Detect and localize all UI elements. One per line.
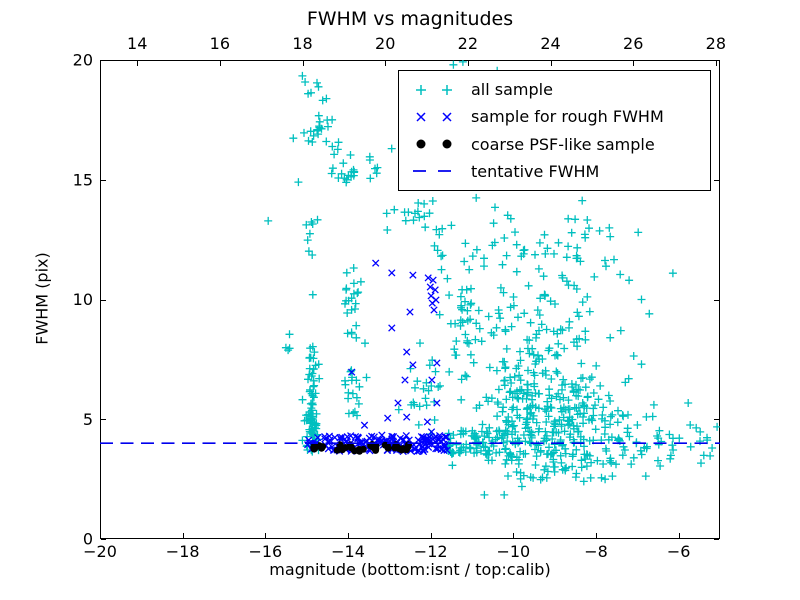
plot-title: FWHM vs magnitudes xyxy=(306,8,514,30)
coarse-psf-point xyxy=(392,441,400,449)
coarse-psf-point xyxy=(310,442,318,450)
legend-entry-coarse-psf-like-sample: coarse PSF-like sample xyxy=(407,131,710,157)
dash-icon xyxy=(413,170,451,173)
coarse-psf-point xyxy=(355,446,363,453)
tick-labels: −20 −18 −16 −14 −12 −10 −8 −6 14 16 18 20 22 24 26 28 0 5… xyxy=(73,34,726,561)
x-tick-label: −10 xyxy=(496,542,530,561)
coarse-psf-point xyxy=(372,445,380,453)
legend-entry-all-sample: all sample xyxy=(407,77,710,103)
x-axis-label: magnitude (bottom:isnt / top:calib) xyxy=(269,560,551,579)
dot-icon xyxy=(416,139,452,149)
legend: all sample sample for rough FWHM coarse PS… xyxy=(398,70,711,191)
y-tick-label: 0 xyxy=(83,530,93,549)
top-tick-label: 20 xyxy=(375,34,395,53)
coarse-psf-point xyxy=(333,446,341,454)
legend-label: tentative FWHM xyxy=(471,161,600,181)
legend-label: all sample xyxy=(471,80,553,100)
plot-area xyxy=(100,60,720,499)
x-tick-label: −16 xyxy=(248,542,282,561)
x-tick-label: −8 xyxy=(584,542,608,561)
cross-icon xyxy=(416,112,452,122)
legend-entry-tentative-fwhm: tentative FWHM xyxy=(407,158,710,184)
x-tick-label: −20 xyxy=(83,542,117,561)
tick-marks xyxy=(100,60,719,540)
rough-fwhm-markers xyxy=(304,259,451,456)
x-tick-label: −14 xyxy=(331,542,365,561)
top-tick-label: 14 xyxy=(127,34,147,53)
y-tick-label: 5 xyxy=(83,410,93,429)
x-tick-label: −12 xyxy=(414,542,448,561)
top-tick-label: 28 xyxy=(706,34,726,53)
legend-label: sample for rough FWHM xyxy=(471,107,664,127)
coarse-psf-point xyxy=(318,444,326,452)
y-tick-label: 20 xyxy=(73,51,93,70)
tick-path xyxy=(100,60,719,540)
y-tick-label: 15 xyxy=(73,170,93,189)
x-tick-label: −6 xyxy=(667,542,691,561)
top-tick-label: 16 xyxy=(210,34,230,53)
plot-border xyxy=(100,60,720,539)
top-tick-label: 18 xyxy=(292,34,312,53)
coarse-psf-point xyxy=(347,443,355,450)
y-axis-label: FWHM (pix) xyxy=(32,252,52,345)
top-tick-label: 24 xyxy=(540,34,560,53)
plus-icon xyxy=(416,84,452,95)
top-tick-label: 22 xyxy=(458,34,478,53)
axes: −20 −18 −16 −14 −12 −10 −8 −6 14 16 18 20 22 24 26 28 0 5… xyxy=(73,34,726,561)
y-tick-label: 10 xyxy=(73,290,93,309)
x-tick-label: −18 xyxy=(166,542,200,561)
legend-entry-sample-for-rough-fwhm: sample for rough FWHM xyxy=(407,104,710,130)
coarse-psf-point xyxy=(342,444,350,451)
legend-label: coarse PSF-like sample xyxy=(471,134,655,154)
top-tick-label: 26 xyxy=(623,34,643,53)
all-sample-markers xyxy=(264,60,720,499)
coarse-psf-point xyxy=(403,446,410,454)
